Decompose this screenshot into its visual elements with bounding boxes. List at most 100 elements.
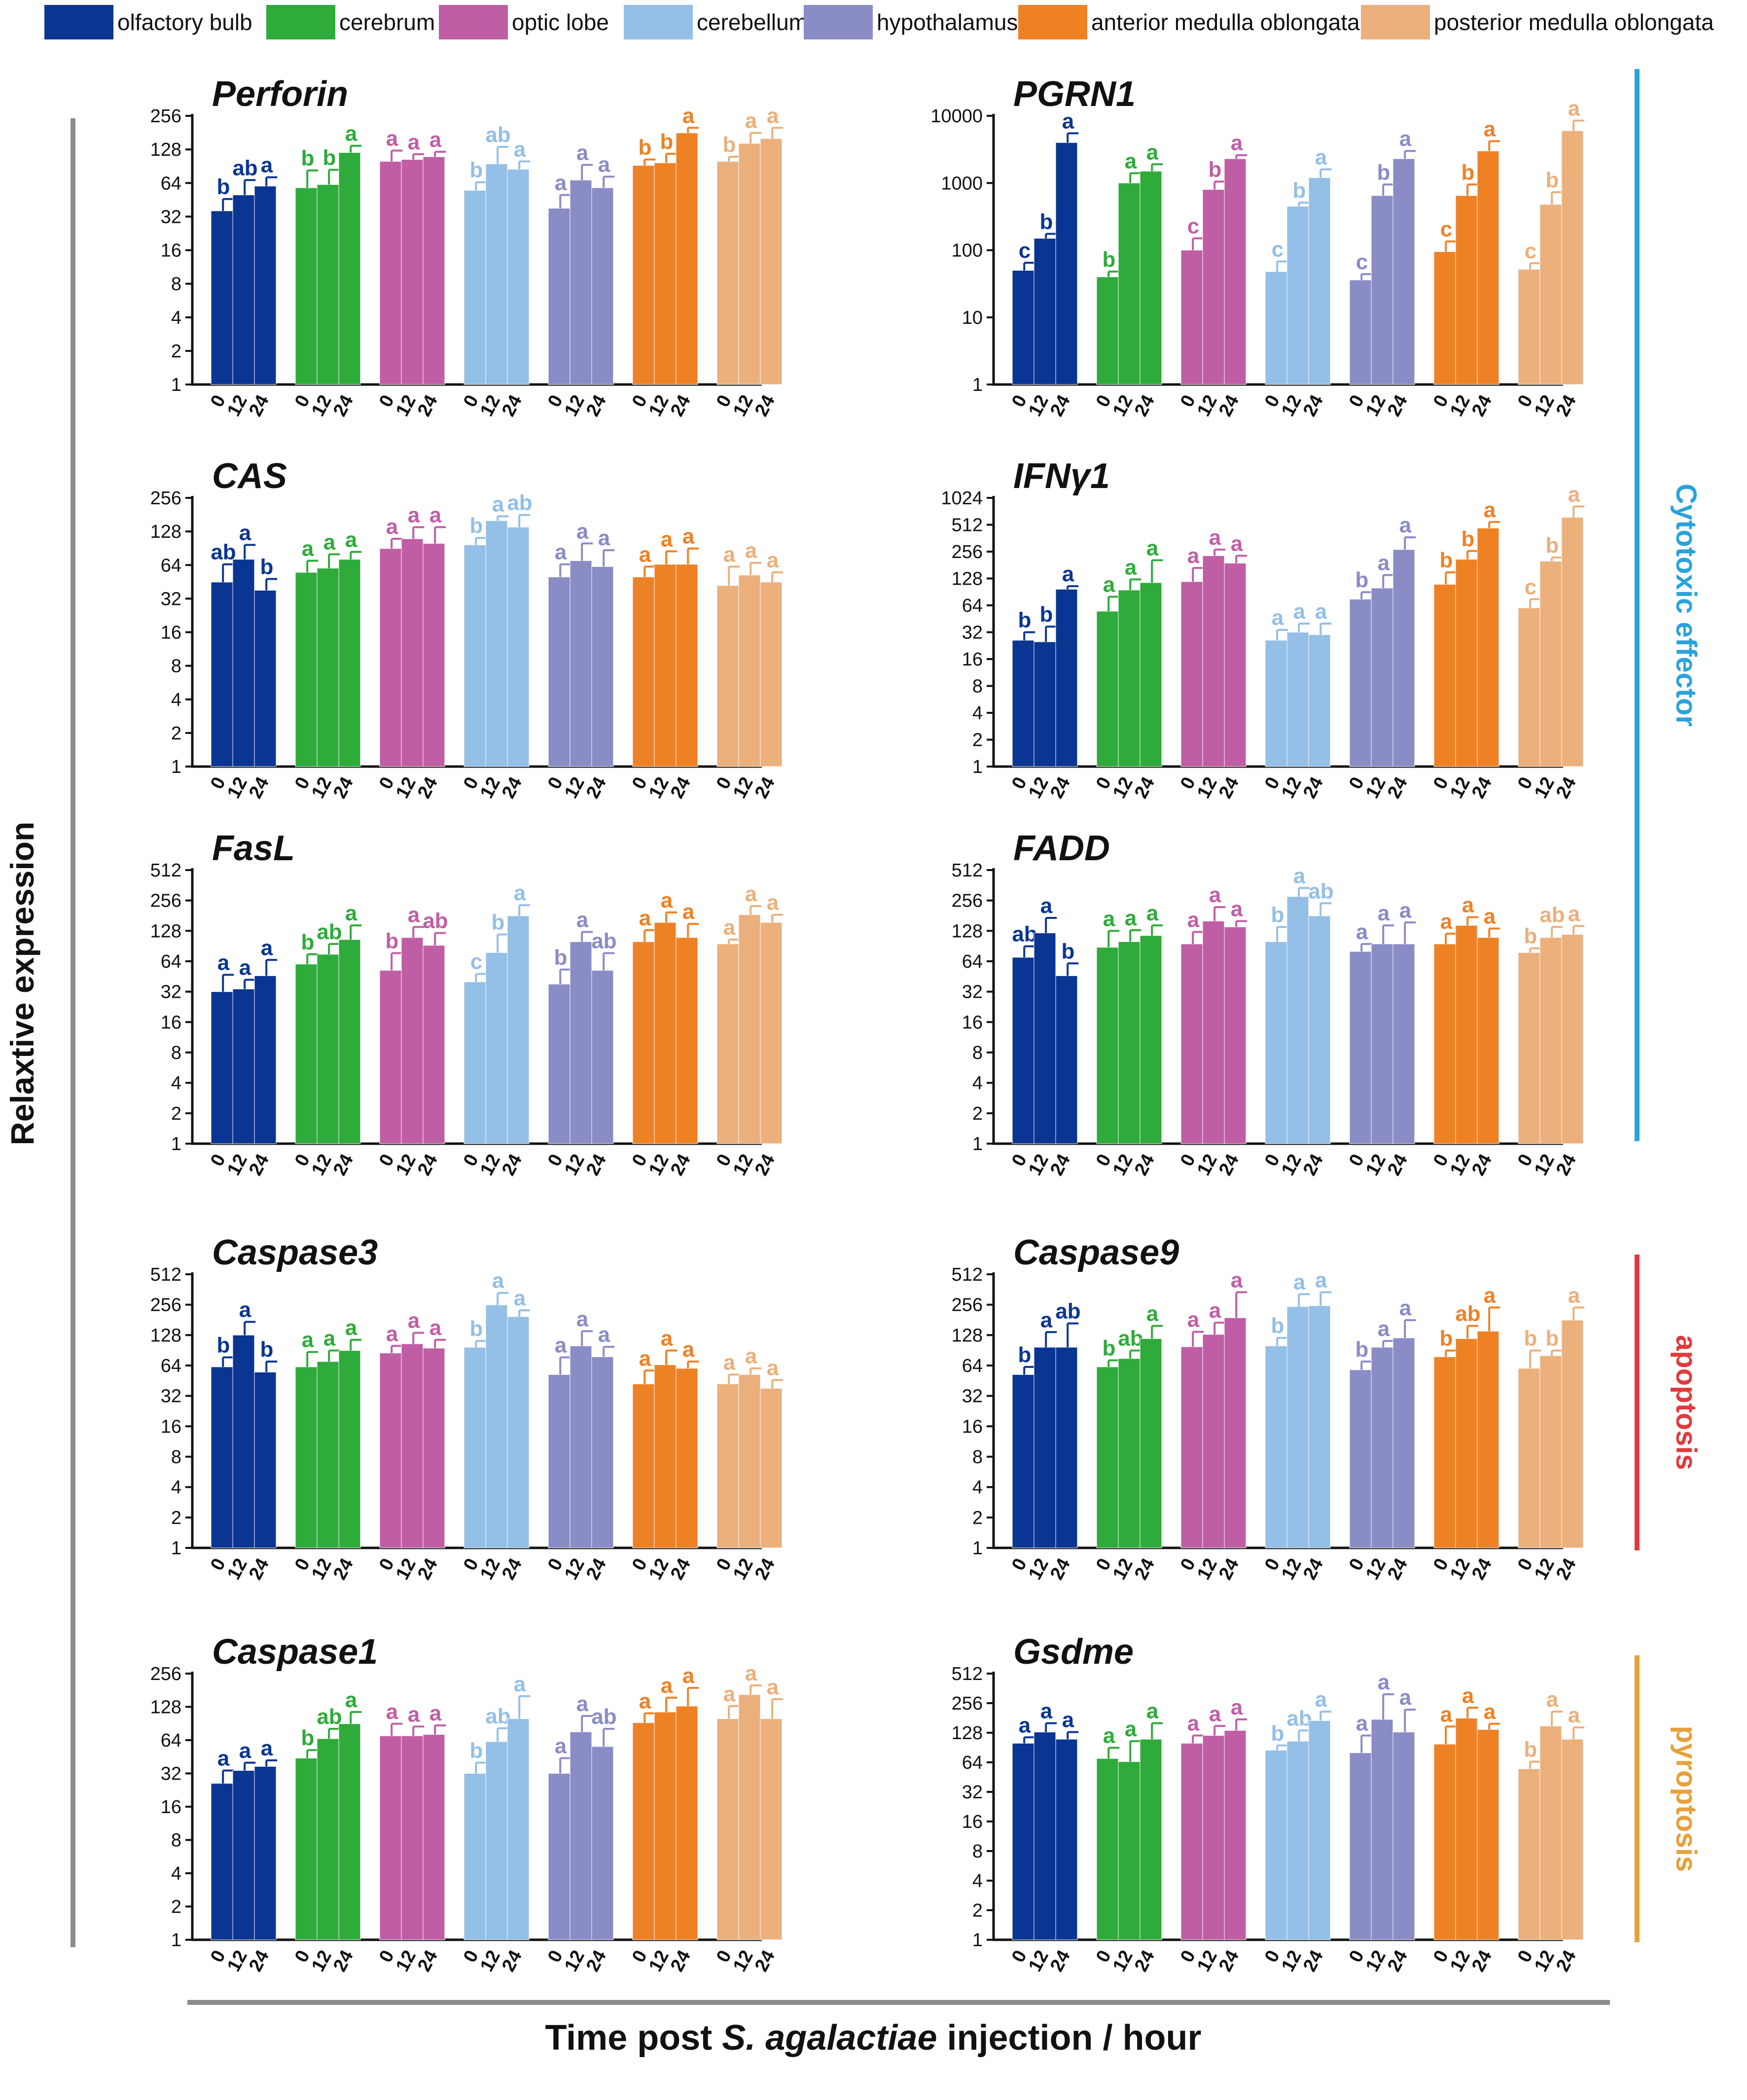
chart-title: Caspase1 bbox=[212, 1632, 378, 1672]
y-tick-label: 64 bbox=[962, 951, 983, 972]
bar bbox=[1055, 589, 1078, 767]
x-tick-label: 24 bbox=[1552, 1555, 1580, 1583]
significance-letter: b bbox=[1293, 178, 1306, 203]
bar bbox=[1371, 588, 1393, 767]
x-tick-label: 24 bbox=[245, 1151, 273, 1179]
chart-panel: Caspase91248163264128256512b0a12ab24b0ab… bbox=[952, 1233, 1585, 1583]
legend: olfactory bulb cerebrum optic lobe cerebell… bbox=[44, 5, 1746, 44]
significance-letter: b bbox=[1462, 527, 1475, 551]
bar bbox=[338, 939, 361, 1144]
x-tick-label: 24 bbox=[1215, 1555, 1243, 1583]
bar bbox=[1286, 896, 1309, 1144]
bar bbox=[1202, 555, 1225, 767]
chart-panel: Caspase11248163264128256a0a12a24b0ab12a2… bbox=[150, 1632, 784, 1975]
significance-letter: b bbox=[1355, 568, 1369, 592]
bar bbox=[338, 1723, 361, 1940]
bar bbox=[1308, 1720, 1331, 1940]
y-tick-label: 4 bbox=[171, 308, 181, 328]
bar bbox=[1349, 951, 1372, 1144]
significance-letter: a bbox=[555, 1734, 567, 1758]
significance-letter: a bbox=[1062, 109, 1074, 133]
y-tick-label: 2 bbox=[171, 1103, 181, 1124]
significance-letter: b bbox=[1524, 924, 1537, 948]
significance-letter: a bbox=[1484, 905, 1496, 929]
x-tick-label: 24 bbox=[1299, 1555, 1327, 1583]
bar bbox=[1180, 944, 1203, 1144]
bar bbox=[1477, 1330, 1499, 1548]
x-tick-label: 24 bbox=[498, 392, 526, 420]
significance-letter: a bbox=[723, 542, 736, 566]
significance-letter: a bbox=[1040, 1699, 1053, 1723]
bar bbox=[570, 1345, 592, 1548]
significance-letter: a bbox=[492, 492, 504, 516]
significance-letter: a bbox=[1315, 1268, 1327, 1292]
y-tick-label: 10000 bbox=[930, 106, 983, 127]
bar bbox=[591, 187, 614, 385]
significance-letter: b bbox=[1524, 1738, 1537, 1762]
significance-letter: b bbox=[1209, 157, 1222, 181]
bar bbox=[591, 1746, 614, 1940]
significance-letter: a bbox=[217, 1747, 230, 1771]
chart-title: FasL bbox=[212, 829, 295, 868]
x-tick-label: 24 bbox=[414, 1555, 442, 1583]
bar bbox=[548, 208, 570, 385]
bar bbox=[1202, 1735, 1225, 1940]
bar bbox=[485, 163, 508, 385]
bar bbox=[1371, 1719, 1393, 1940]
bar bbox=[676, 133, 698, 385]
significance-letter: a bbox=[1399, 898, 1412, 922]
bar bbox=[1349, 599, 1372, 767]
significance-letter: a bbox=[1440, 1702, 1453, 1726]
bar bbox=[1308, 1305, 1331, 1548]
bar bbox=[507, 915, 530, 1144]
significance-letter: a bbox=[1103, 572, 1115, 596]
bar bbox=[1055, 142, 1078, 385]
bar bbox=[317, 1738, 339, 1940]
x-tick-label: 24 bbox=[1384, 1555, 1412, 1583]
x-tick-label: 24 bbox=[329, 774, 357, 802]
y-tick-label: 4 bbox=[972, 703, 983, 724]
y-tick-label: 256 bbox=[150, 1295, 181, 1316]
chart-title: FADD bbox=[1013, 829, 1110, 868]
significance-letter: b bbox=[260, 1337, 274, 1362]
significance-letter: a bbox=[745, 1344, 757, 1368]
significance-letter: ab bbox=[317, 1705, 342, 1729]
bar bbox=[507, 1316, 530, 1548]
x-tick-label: 24 bbox=[1384, 774, 1412, 802]
bar bbox=[401, 937, 424, 1144]
significance-letter: b bbox=[1355, 1337, 1369, 1362]
y-tick-label: 32 bbox=[962, 623, 983, 643]
significance-letter: a bbox=[1125, 1717, 1137, 1741]
significance-letter: a bbox=[386, 515, 398, 539]
bar bbox=[1224, 926, 1247, 1144]
bar bbox=[654, 922, 677, 1144]
x-tick-label: 24 bbox=[667, 392, 695, 420]
x-tick-label: 24 bbox=[667, 1947, 695, 1975]
bar bbox=[1392, 1337, 1415, 1548]
chart-panel: Caspase31248163264128256512b0a12b24a0a12… bbox=[150, 1233, 784, 1583]
y-tick-label: 512 bbox=[952, 1264, 983, 1285]
y-tick-label: 16 bbox=[962, 1812, 983, 1832]
significance-letter: a bbox=[1231, 131, 1243, 155]
bar bbox=[401, 1735, 424, 1940]
legend-swatch bbox=[624, 5, 693, 39]
bar bbox=[1561, 130, 1584, 385]
significance-letter: b bbox=[492, 910, 505, 935]
y-tick-label: 4 bbox=[972, 1073, 983, 1094]
bar bbox=[1477, 150, 1499, 385]
y-tick-label: 16 bbox=[161, 1416, 181, 1437]
x-tick-label: 24 bbox=[582, 1151, 610, 1179]
bar bbox=[254, 1766, 277, 1940]
bar bbox=[760, 138, 783, 385]
significance-letter: a bbox=[323, 1327, 336, 1351]
significance-letter: b bbox=[470, 158, 483, 182]
y-tick-label: 64 bbox=[161, 1356, 181, 1376]
y-tick-label: 8 bbox=[171, 1043, 181, 1063]
y-tick-label: 1 bbox=[972, 1134, 983, 1155]
x-tick-label: 24 bbox=[1215, 774, 1243, 802]
bar bbox=[1140, 171, 1162, 385]
bar bbox=[1180, 250, 1203, 385]
significance-letter: b bbox=[1062, 939, 1075, 963]
x-tick-label: 24 bbox=[1468, 1947, 1496, 1975]
significance-letter: a bbox=[408, 903, 420, 927]
